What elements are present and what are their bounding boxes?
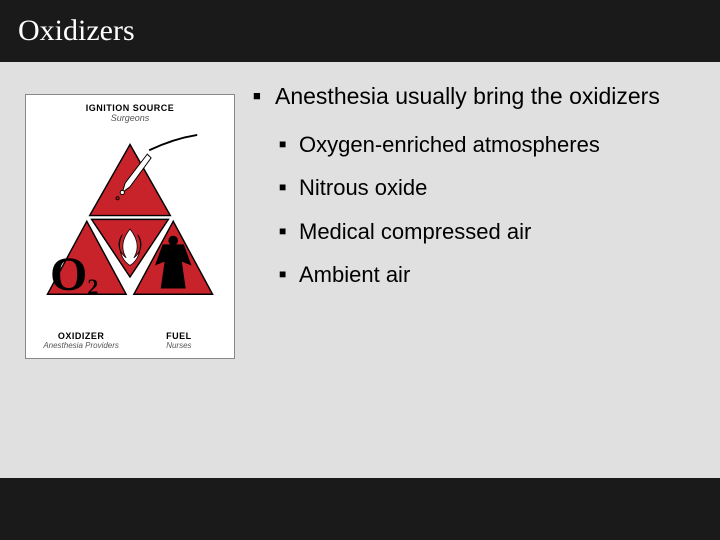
bullet-sub-3: Ambient air: [279, 261, 700, 289]
slide-title: Oxidizers: [18, 14, 135, 47]
slide-content: IGNITION SOURCE Surgeons O2: [0, 62, 720, 359]
bullet-list: Anesthesia usually bring the oxidizers O…: [253, 82, 700, 359]
diagram-oxidizer-col: OXIDIZER Anesthesia Providers: [36, 331, 126, 350]
bullet-sub-0: Oxygen-enriched atmospheres: [279, 131, 700, 159]
diagram-fuel-label: FUEL: [166, 331, 192, 341]
diagram-oxidizer-label: OXIDIZER: [58, 331, 105, 341]
bullet-main: Anesthesia usually bring the oxidizers: [253, 82, 700, 111]
fire-triangle-diagram: IGNITION SOURCE Surgeons O2: [25, 94, 235, 359]
diagram-top-label: IGNITION SOURCE: [86, 103, 175, 113]
o2-letter: O: [50, 248, 87, 301]
slide-title-bar: Oxidizers: [0, 0, 720, 62]
diagram-fuel-sublabel: Nurses: [166, 341, 191, 350]
bullet-sub-1: Nitrous oxide: [279, 174, 700, 202]
diagram-top-sublabel: Surgeons: [111, 113, 150, 123]
o2-subscript: 2: [87, 274, 98, 299]
diagram-bottom-labels: OXIDIZER Anesthesia Providers FUEL Nurse…: [34, 331, 226, 350]
o2-symbol: O2: [50, 251, 98, 299]
diagram-fuel-col: FUEL Nurses: [134, 331, 224, 350]
diagram-oxidizer-sublabel: Anesthesia Providers: [43, 341, 119, 350]
slide-footer: [0, 478, 720, 540]
bullet-sub-2: Medical compressed air: [279, 218, 700, 246]
